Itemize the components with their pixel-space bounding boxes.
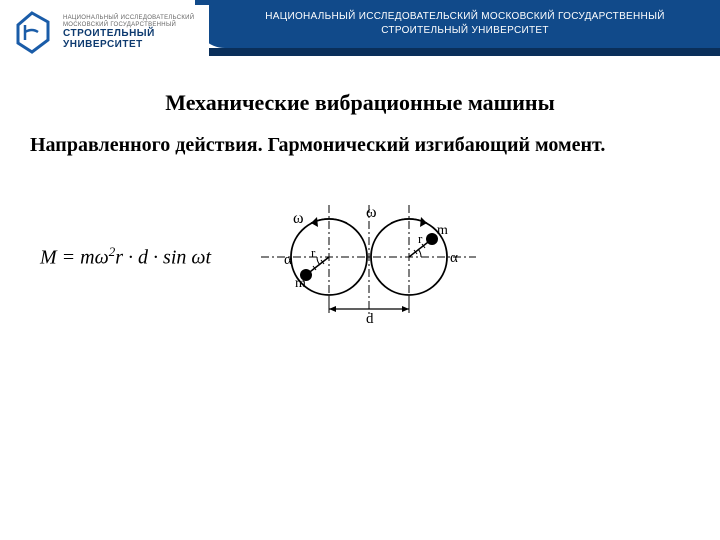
label-d: d (366, 311, 374, 327)
page-title: Механические вибрационные машины (30, 90, 690, 116)
content-area: Механические вибрационные машины Направл… (0, 70, 720, 347)
banner-line1: НАЦИОНАЛЬНЫЙ ИССЛЕДОВАТЕЛЬСКИЙ МОСКОВСКИ… (230, 10, 700, 24)
diagram-row: M = mω2r · d · sin ωt (30, 187, 690, 327)
formula: M = mω2r · d · sin ωt (30, 244, 211, 270)
logo-main-line2: УНИВЕРСИТЕТ (63, 39, 194, 50)
label-m-right: m (437, 223, 448, 238)
mechanical-diagram-svg: ω ω α α m m r r d (251, 187, 491, 327)
banner-line2: СТРОИТЕЛЬНЫЙ УНИВЕРСИТЕТ (230, 24, 700, 38)
label-alpha-right: α (450, 250, 458, 266)
label-alpha-left: α (284, 252, 292, 268)
logo-area: НАЦИОНАЛЬНЫЙ ИССЛЕДОВАТЕЛЬСКИЙ МОСКОВСКИ… (5, 5, 209, 60)
page-subtitle: Направленного действия. Гармонический из… (30, 134, 690, 157)
logo-text: НАЦИОНАЛЬНЫЙ ИССЛЕДОВАТЕЛЬСКИЙ МОСКОВСКИ… (63, 15, 194, 50)
label-r-right: r (418, 231, 423, 246)
university-logo-icon (10, 10, 55, 55)
label-omega-left: ω (293, 210, 304, 227)
banner-text: НАЦИОНАЛЬНЫЙ ИССЛЕДОВАТЕЛЬСКИЙ МОСКОВСКИ… (230, 10, 700, 38)
logo-main-line1: СТРОИТЕЛЬНЫЙ (63, 28, 194, 39)
header-banner: НАЦИОНАЛЬНЫЙ ИССЛЕДОВАТЕЛЬСКИЙ МОСКОВСКИ… (0, 0, 720, 70)
logo-small-line1: НАЦИОНАЛЬНЫЙ ИССЛЕДОВАТЕЛЬСКИЙ (63, 15, 194, 22)
label-m-left: m (295, 276, 306, 291)
label-omega-right: ω (366, 204, 377, 221)
diagram: ω ω α α m m r r d (251, 187, 491, 327)
label-r-left: r (311, 245, 316, 260)
